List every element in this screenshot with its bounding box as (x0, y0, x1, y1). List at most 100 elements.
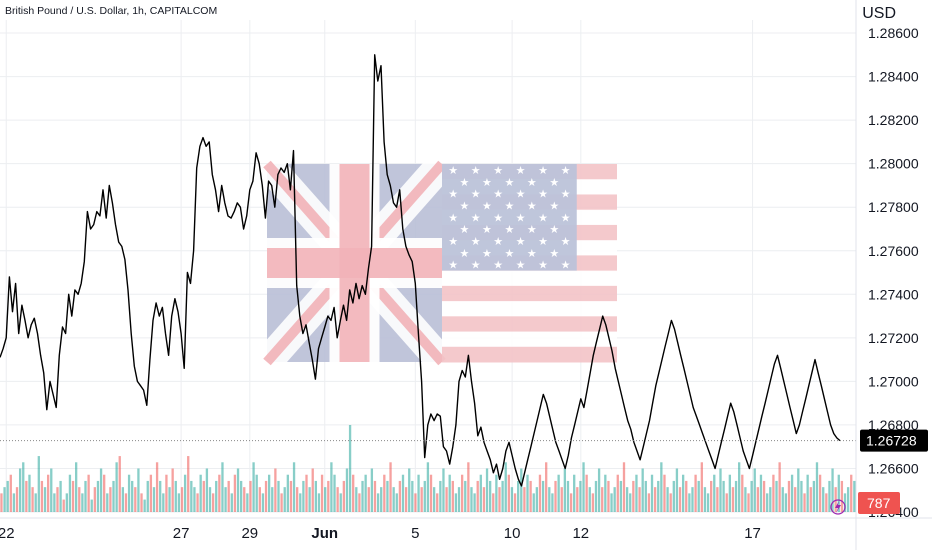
star-icon: ★ (448, 235, 458, 248)
volume-bar (152, 487, 156, 512)
volume-bar (302, 480, 305, 512)
us-flag-stripe (442, 346, 617, 363)
volume-bar (264, 480, 268, 512)
volume-bar (25, 480, 28, 512)
volume-bar (383, 474, 386, 512)
volume-bar (604, 474, 607, 512)
volume-bar (386, 480, 389, 512)
x-tick-label: 17 (744, 525, 761, 542)
volume-bar (523, 487, 526, 512)
x-tick-label: 12 (572, 525, 589, 542)
currency-label: USD (862, 5, 896, 22)
volume-bar (215, 480, 218, 512)
volume-bar (246, 493, 249, 512)
volume-bar (501, 480, 504, 512)
volume-bar (566, 480, 570, 512)
volume-bar (255, 474, 258, 512)
volume-bar (50, 468, 53, 512)
volume-bar (358, 493, 361, 512)
volume-bar (678, 487, 682, 512)
volume-bar (193, 487, 196, 512)
volume-bar (488, 480, 492, 512)
star-icon: ★ (538, 235, 548, 248)
volume-bar (34, 493, 37, 512)
volume-bar (738, 462, 741, 512)
star-icon: ★ (516, 259, 526, 272)
volume-bar (308, 487, 311, 512)
volume-bar (22, 462, 25, 512)
volume-bar (837, 474, 840, 512)
volume-bar (395, 493, 398, 512)
volume-bar (230, 493, 233, 512)
volume-bar (551, 493, 554, 512)
volume-bar (224, 487, 227, 512)
last-price-label: 1.26728 (866, 433, 917, 449)
volume-bar (781, 487, 784, 512)
volume-bar (625, 487, 629, 512)
volume-bar (53, 493, 56, 512)
volume-bar (205, 468, 209, 512)
volume-bar (31, 487, 34, 512)
volume-bar (314, 480, 317, 512)
us-flag-stripe (442, 316, 617, 333)
volume-bar (479, 474, 482, 512)
volume-bar (831, 468, 834, 512)
volume-bar (541, 480, 545, 512)
volume-bar (713, 474, 716, 512)
star-icon: ★ (504, 199, 514, 212)
volume-bar (75, 462, 78, 512)
volume-bar (56, 487, 59, 512)
volume-bar (607, 480, 610, 512)
volume-bar (750, 480, 753, 512)
volume-bar (787, 480, 791, 512)
x-tick-label: 10 (504, 525, 521, 542)
us-flag-canton (442, 164, 577, 271)
volume-bar (601, 487, 604, 512)
volume-bar (563, 468, 567, 512)
volume-bar (124, 493, 128, 512)
volume-bar (666, 487, 669, 512)
volume-bar (660, 462, 663, 512)
volume-bar (439, 480, 442, 512)
star-icon: ★ (538, 259, 548, 272)
volume-bar (376, 493, 380, 512)
y-tick-label: 1.28200 (868, 112, 919, 128)
volume-bar (411, 480, 414, 512)
volume-bar (361, 480, 364, 512)
volume-bar (538, 474, 542, 512)
volume-bar (211, 493, 215, 512)
volume-bar (149, 474, 153, 512)
volume-bar (691, 487, 694, 512)
volume-bar (392, 487, 395, 512)
volume-bar (180, 487, 184, 512)
volume-bar (492, 493, 495, 512)
y-tick-label: 1.26600 (868, 460, 919, 476)
volume-bar (6, 480, 9, 512)
star-icon: ★ (504, 247, 514, 260)
volume-bar (305, 474, 308, 512)
volume-badge-label: 787 (867, 495, 891, 511)
volume-bar (778, 462, 781, 512)
star-icon: ★ (460, 199, 470, 212)
volume-bar (800, 480, 803, 512)
volume-bar (535, 487, 539, 512)
volume-bar (118, 456, 121, 512)
volume-bar (818, 474, 822, 512)
star-icon: ★ (493, 164, 503, 177)
y-tick-label: 1.27400 (868, 286, 919, 302)
volume-bar (84, 480, 87, 512)
volume-bar (766, 493, 769, 512)
y-tick-label: 1.27000 (868, 373, 919, 389)
star-icon: ★ (549, 223, 559, 236)
volume-bar (43, 487, 47, 512)
volume-bar (90, 499, 93, 512)
volume-bar (703, 487, 707, 512)
star-icon: ★ (527, 176, 537, 189)
star-icon: ★ (460, 176, 470, 189)
star-icon: ★ (460, 247, 470, 260)
volume-bar (398, 480, 402, 512)
volume-bar (364, 474, 367, 512)
volume-bar (46, 474, 50, 512)
volume-bar (759, 474, 763, 512)
volume-bar (274, 468, 277, 512)
